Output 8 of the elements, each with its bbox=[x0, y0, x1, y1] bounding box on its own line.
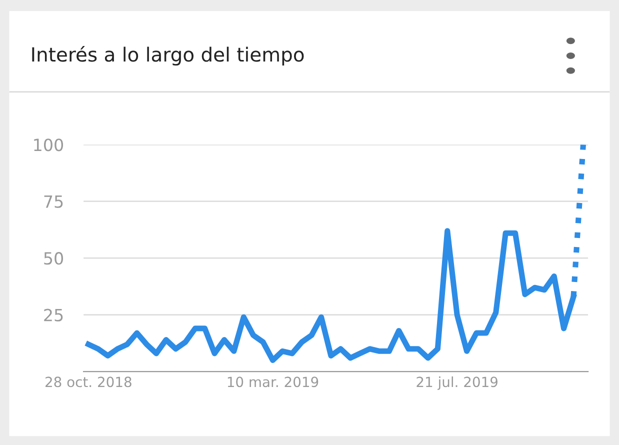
y-tick-label: 50 bbox=[44, 252, 64, 265]
y-tick-label: 25 bbox=[44, 308, 63, 322]
x-tick-label: 10 mar. 2019 bbox=[228, 376, 318, 388]
chart-title: Interés a lo largo del tiempo bbox=[32, 46, 304, 66]
y-tick-label: 100 bbox=[34, 138, 64, 152]
y-tick-label: 75 bbox=[44, 196, 63, 208]
x-tick-label: 21 jul. 2019 bbox=[416, 376, 498, 390]
x-tick-label: 28 oct. 2018 bbox=[46, 376, 132, 388]
